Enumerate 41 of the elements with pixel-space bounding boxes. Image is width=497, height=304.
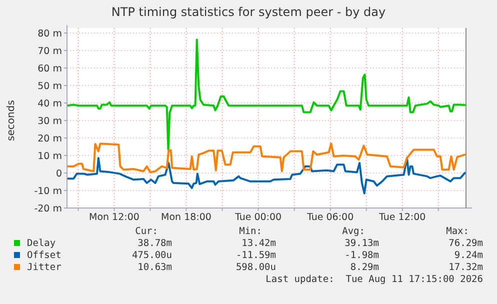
y-tick-label: 0 <box>56 168 62 180</box>
text: 38.78m <box>138 238 172 249</box>
y-tick-label: 60 m <box>38 64 62 74</box>
legend-label: Delay <box>27 238 56 249</box>
text: 10.63m <box>138 262 172 273</box>
text: 76.29m <box>448 238 484 249</box>
text: 8.29m <box>350 262 380 273</box>
text: 475.00u <box>132 250 172 261</box>
x-tick-label: Tue 12:00 <box>378 212 426 223</box>
text: Max: <box>446 226 469 237</box>
text: 598.00u <box>236 262 276 273</box>
text: 13.42m <box>242 238 276 249</box>
x-tick-label: Tue 00:00 <box>234 212 282 223</box>
legend-label: Jitter <box>27 262 62 273</box>
x-tick-label: Mon 18:00 <box>161 212 212 223</box>
line-series <box>66 156 466 194</box>
y-tick-label: 30 m <box>38 116 62 127</box>
text: 39.13m <box>344 238 380 249</box>
y-tick-label: 40 m <box>38 98 62 110</box>
chart-title: NTP timing statistics for system peer - by day <box>111 5 386 19</box>
text: Avg: <box>342 226 365 237</box>
text: Last update: Tue Aug 11 17:15:00 2026 <box>266 274 484 285</box>
text: Min: <box>239 226 262 237</box>
text: -1.98m <box>344 250 380 261</box>
text: 9.24m <box>454 250 484 261</box>
y-tick-label: 10 m <box>38 151 62 162</box>
y-tick-label: -10 m <box>34 186 62 197</box>
text: Cur: <box>135 226 158 237</box>
text: 17.32m <box>448 262 484 273</box>
text: -11.59m <box>236 250 276 261</box>
x-tick-label: Tue 06:00 <box>306 212 354 223</box>
y-tick-label: -20 m <box>34 204 62 214</box>
y-tick-label: 20 m <box>38 134 62 144</box>
y-tick-label: 80 m <box>38 28 62 40</box>
y-tick-label: 50 m <box>38 81 62 92</box>
y-axis-title: seconds <box>6 100 17 141</box>
y-tick-label: 70 m <box>38 46 62 57</box>
x-tick-label: Mon 12:00 <box>89 212 140 223</box>
line-series <box>66 142 466 174</box>
line-series <box>66 38 466 151</box>
legend-label: Offset <box>27 250 62 261</box>
